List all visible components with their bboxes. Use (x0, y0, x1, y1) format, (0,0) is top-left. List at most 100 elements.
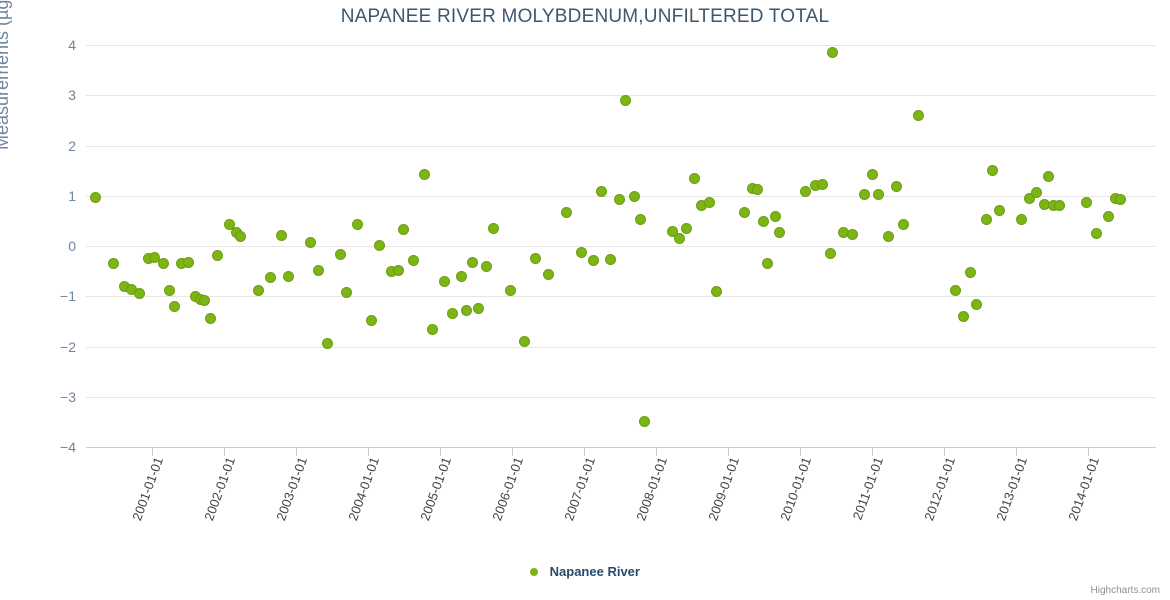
scatter-point[interactable] (467, 257, 478, 269)
scatter-point[interactable] (322, 338, 333, 350)
scatter-point[interactable] (971, 299, 982, 311)
scatter-point[interactable] (620, 95, 631, 107)
scatter-point[interactable] (408, 254, 419, 266)
scatter-point[interactable] (224, 218, 235, 230)
scatter-point[interactable] (149, 251, 160, 263)
scatter-point[interactable] (605, 253, 616, 265)
gridline (86, 45, 1156, 46)
scatter-point[interactable] (335, 248, 346, 260)
scatter-point[interactable] (488, 223, 499, 235)
scatter-point[interactable] (235, 230, 246, 242)
scatter-point[interactable] (108, 257, 119, 269)
scatter-point[interactable] (183, 256, 194, 268)
scatter-point[interactable] (1081, 196, 1092, 208)
scatter-point[interactable] (758, 216, 769, 228)
scatter-point[interactable] (883, 231, 894, 243)
scatter-point[interactable] (873, 189, 884, 201)
scatter-point[interactable] (681, 222, 692, 234)
scatter-point[interactable] (762, 257, 773, 269)
x-tick (224, 447, 225, 456)
scatter-point[interactable] (212, 250, 223, 262)
scatter-point[interactable] (774, 227, 785, 239)
scatter-point[interactable] (398, 223, 409, 235)
scatter-point[interactable] (1024, 193, 1035, 205)
scatter-point[interactable] (164, 284, 175, 296)
scatter-point[interactable] (134, 287, 145, 299)
scatter-point[interactable] (393, 265, 404, 277)
scatter-point[interactable] (505, 285, 516, 297)
scatter-point[interactable] (352, 218, 363, 230)
scatter-point[interactable] (674, 232, 685, 244)
scatter-point[interactable] (958, 311, 969, 323)
scatter-point[interactable] (965, 267, 976, 279)
scatter-point[interactable] (867, 169, 878, 181)
scatter-point[interactable] (1016, 214, 1027, 226)
scatter-point[interactable] (825, 247, 836, 259)
scatter-point[interactable] (427, 324, 438, 336)
scatter-point[interactable] (283, 271, 294, 283)
scatter-point[interactable] (898, 219, 909, 231)
scatter-point[interactable] (800, 185, 811, 197)
scatter-point[interactable] (341, 286, 352, 298)
legend-item-napanee-river[interactable]: Napanee River (530, 563, 640, 579)
scatter-point[interactable] (891, 180, 902, 192)
scatter-point[interactable] (1031, 187, 1042, 199)
scatter-point[interactable] (689, 172, 700, 184)
scatter-point[interactable] (950, 284, 961, 296)
scatter-point[interactable] (667, 226, 678, 238)
scatter-point[interactable] (447, 307, 458, 319)
scatter-point[interactable] (596, 185, 607, 197)
scatter-point[interactable] (817, 179, 828, 191)
scatter-point[interactable] (90, 192, 101, 204)
scatter-point[interactable] (635, 213, 646, 225)
scatter-point[interactable] (481, 260, 492, 272)
scatter-point[interactable] (158, 257, 169, 269)
scatter-point[interactable] (276, 230, 287, 242)
scatter-point[interactable] (770, 211, 781, 223)
credits-link[interactable]: Highcharts.com (1090, 585, 1160, 596)
scatter-point[interactable] (987, 165, 998, 177)
scatter-point[interactable] (614, 194, 625, 206)
scatter-point[interactable] (981, 214, 992, 226)
scatter-point[interactable] (561, 207, 572, 219)
x-tick-label: 2008-01-01 (633, 455, 671, 523)
scatter-point[interactable] (205, 313, 216, 325)
scatter-point[interactable] (847, 229, 858, 241)
scatter-point[interactable] (711, 285, 722, 297)
scatter-point[interactable] (439, 275, 450, 287)
y-tick-label: 3 (68, 87, 76, 104)
scatter-point[interactable] (366, 315, 377, 327)
scatter-point[interactable] (1054, 200, 1065, 212)
scatter-point[interactable] (576, 247, 587, 259)
scatter-point[interactable] (752, 183, 763, 195)
scatter-point[interactable] (169, 300, 180, 312)
scatter-point[interactable] (629, 191, 640, 203)
y-tick-label: 4 (68, 37, 76, 53)
scatter-point[interactable] (1043, 170, 1054, 182)
scatter-point[interactable] (199, 295, 210, 307)
y-tick-label: −2 (60, 338, 76, 355)
scatter-point[interactable] (305, 237, 316, 249)
scatter-point[interactable] (473, 303, 484, 315)
scatter-point[interactable] (519, 335, 530, 347)
scatter-point[interactable] (456, 270, 467, 282)
scatter-point[interactable] (739, 206, 750, 218)
scatter-point[interactable] (859, 188, 870, 200)
scatter-point[interactable] (543, 268, 554, 280)
scatter-point[interactable] (419, 168, 430, 180)
scatter-point[interactable] (374, 240, 385, 252)
scatter-point[interactable] (913, 109, 924, 121)
scatter-point[interactable] (313, 265, 324, 277)
scatter-point[interactable] (704, 196, 715, 208)
scatter-point[interactable] (530, 252, 541, 264)
scatter-point[interactable] (1115, 194, 1126, 206)
scatter-point[interactable] (827, 46, 838, 58)
scatter-point[interactable] (461, 305, 472, 317)
scatter-point[interactable] (1091, 228, 1102, 240)
scatter-point[interactable] (639, 415, 650, 427)
scatter-point[interactable] (265, 272, 276, 284)
scatter-point[interactable] (588, 255, 599, 267)
scatter-point[interactable] (253, 285, 264, 297)
scatter-point[interactable] (1103, 210, 1114, 222)
scatter-point[interactable] (994, 204, 1005, 216)
